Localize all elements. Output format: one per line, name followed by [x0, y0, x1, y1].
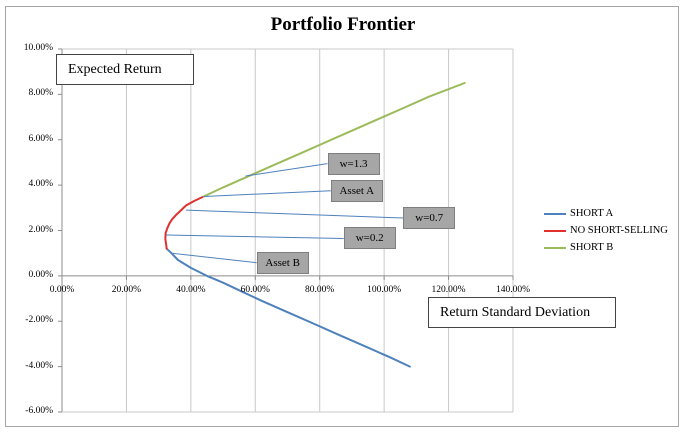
- y-tick-label: -4.00%: [25, 360, 53, 371]
- annotation-w-0-2: w=0.2: [343, 227, 396, 250]
- x-tick-label: 80.00%: [305, 284, 335, 295]
- x-tick-label: 140.00%: [495, 284, 531, 295]
- y-tick-label: -2.00%: [25, 315, 53, 326]
- annotation-asset-b: Asset B: [256, 251, 309, 274]
- y-tick-label: 2.00%: [28, 224, 53, 235]
- annotation-w-1-3: w=1.3: [327, 152, 380, 175]
- y-tick-label: 8.00%: [28, 88, 53, 99]
- annotation-leaders: [166, 163, 404, 264]
- annotation-asset-a: Asset A: [330, 179, 383, 202]
- y-tick-label: 6.00%: [28, 133, 53, 144]
- y-tick-label: 10.00%: [23, 43, 53, 53]
- x-axis-label: Return Standard Deviation: [428, 297, 616, 328]
- series-line-short-a: [165, 247, 411, 368]
- x-tick-label: 120.00%: [431, 284, 466, 295]
- legend-item-no-short-selling: NO SHORT-SELLING: [540, 222, 668, 239]
- series-lines: [164, 82, 466, 368]
- leader-line-asset-b: [171, 252, 257, 264]
- chart-title: Portfolio Frontier: [270, 14, 416, 35]
- x-tick-label: 0.00%: [49, 284, 75, 295]
- legend-swatch-short-b: [544, 247, 566, 249]
- x-tick-label: 40.00%: [176, 284, 206, 295]
- leader-line-asset-a: [203, 190, 331, 197]
- legend-item-short-a: SHORT A: [540, 205, 668, 222]
- annotation-w-0-7: w=0.7: [403, 207, 456, 230]
- x-tick-label: 60.00%: [240, 284, 270, 295]
- grid-lines: [58, 48, 514, 413]
- legend: SHORT A NO SHORT-SELLING SHORT B: [540, 205, 668, 256]
- x-tick-label: 100.00%: [367, 284, 402, 295]
- legend-swatch-short-a: [544, 213, 566, 215]
- y-tick-label: 4.00%: [28, 179, 53, 190]
- y-tick-label: -6.00%: [25, 406, 53, 416]
- y-axis-label: Expected Return: [56, 54, 194, 85]
- series-line-short-b: [202, 82, 466, 198]
- y-tick-label: 0.00%: [28, 269, 53, 280]
- legend-label-short-a: SHORT A: [570, 208, 614, 219]
- leader-line-w-0-7: [186, 209, 404, 219]
- chart-frame: [5, 6, 679, 427]
- series-line-no-short-selling: [164, 195, 205, 250]
- legend-label-short-b: SHORT B: [570, 242, 614, 253]
- legend-item-short-b: SHORT B: [540, 239, 668, 256]
- legend-swatch-no-short-selling: [544, 230, 566, 232]
- leader-line-w-1-3: [245, 163, 328, 177]
- leader-line-w-0-2: [166, 234, 344, 239]
- x-tick-label: 20.00%: [111, 284, 142, 295]
- legend-label-no-short-selling: NO SHORT-SELLING: [570, 225, 668, 236]
